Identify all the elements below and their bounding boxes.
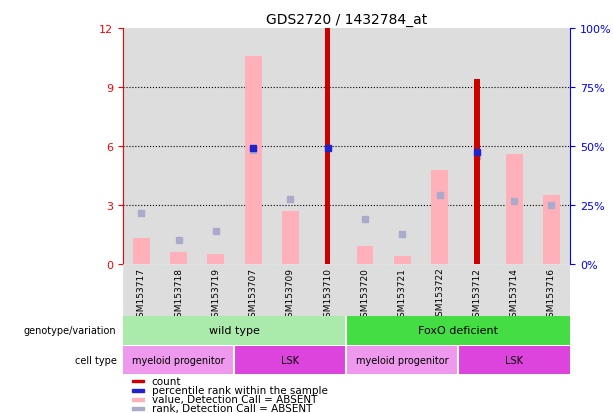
Title: GDS2720 / 1432784_at: GDS2720 / 1432784_at bbox=[265, 12, 427, 26]
Bar bbox=[309, 29, 346, 264]
Bar bbox=[421, 29, 458, 264]
Bar bbox=[346, 264, 384, 318]
Bar bbox=[458, 346, 570, 375]
Bar bbox=[160, 264, 197, 318]
Bar bbox=[495, 264, 533, 318]
Text: GSM153721: GSM153721 bbox=[398, 267, 407, 322]
Bar bbox=[207, 254, 224, 264]
Text: GSM153710: GSM153710 bbox=[323, 267, 332, 322]
Bar bbox=[384, 29, 421, 264]
Bar bbox=[357, 247, 373, 264]
Text: myeloid progenitor: myeloid progenitor bbox=[132, 355, 225, 365]
Bar bbox=[421, 264, 458, 318]
Text: GSM153716: GSM153716 bbox=[547, 267, 556, 322]
Bar bbox=[506, 154, 522, 264]
Bar bbox=[394, 256, 411, 264]
Bar bbox=[533, 264, 570, 318]
Bar bbox=[245, 56, 262, 264]
Bar bbox=[123, 316, 346, 345]
Text: count: count bbox=[151, 376, 181, 386]
Bar bbox=[384, 264, 421, 318]
Bar bbox=[197, 264, 234, 318]
Text: GSM153722: GSM153722 bbox=[435, 267, 444, 322]
Bar bbox=[272, 264, 309, 318]
Text: GSM153720: GSM153720 bbox=[360, 267, 370, 322]
Bar bbox=[474, 80, 479, 264]
Bar bbox=[123, 29, 160, 264]
Bar bbox=[309, 264, 346, 318]
Text: GSM153718: GSM153718 bbox=[174, 267, 183, 322]
Bar bbox=[495, 29, 533, 264]
Bar bbox=[346, 346, 458, 375]
Text: cell type: cell type bbox=[75, 355, 116, 365]
Bar bbox=[133, 239, 150, 264]
Text: GSM153707: GSM153707 bbox=[249, 267, 257, 322]
Text: GSM153717: GSM153717 bbox=[137, 267, 146, 322]
Bar bbox=[458, 29, 495, 264]
Bar bbox=[431, 170, 448, 264]
Text: GSM153709: GSM153709 bbox=[286, 267, 295, 322]
Bar bbox=[197, 29, 234, 264]
Bar bbox=[234, 346, 346, 375]
Bar bbox=[543, 196, 560, 264]
Bar bbox=[132, 380, 143, 382]
Bar bbox=[132, 389, 143, 392]
Bar bbox=[282, 211, 299, 264]
Text: percentile rank within the sample: percentile rank within the sample bbox=[151, 385, 327, 395]
Bar bbox=[325, 29, 330, 264]
Bar bbox=[234, 29, 272, 264]
Bar bbox=[123, 264, 160, 318]
Text: FoxO deficient: FoxO deficient bbox=[418, 325, 498, 335]
Text: value, Detection Call = ABSENT: value, Detection Call = ABSENT bbox=[151, 394, 317, 404]
Bar bbox=[533, 29, 570, 264]
Text: LSK: LSK bbox=[281, 355, 299, 365]
Bar bbox=[160, 29, 197, 264]
Text: rank, Detection Call = ABSENT: rank, Detection Call = ABSENT bbox=[151, 404, 312, 413]
Bar bbox=[132, 407, 143, 410]
Text: LSK: LSK bbox=[505, 355, 523, 365]
Bar bbox=[132, 398, 143, 401]
Text: myeloid progenitor: myeloid progenitor bbox=[356, 355, 449, 365]
Text: GSM153719: GSM153719 bbox=[211, 267, 220, 322]
Bar bbox=[272, 29, 309, 264]
Bar bbox=[170, 253, 187, 264]
Bar bbox=[346, 29, 384, 264]
Bar bbox=[123, 346, 234, 375]
Bar bbox=[234, 264, 272, 318]
Bar bbox=[458, 264, 495, 318]
Bar bbox=[346, 316, 570, 345]
Text: GSM153714: GSM153714 bbox=[509, 267, 519, 322]
Text: genotype/variation: genotype/variation bbox=[24, 325, 116, 335]
Text: wild type: wild type bbox=[209, 325, 260, 335]
Text: GSM153712: GSM153712 bbox=[473, 267, 481, 322]
